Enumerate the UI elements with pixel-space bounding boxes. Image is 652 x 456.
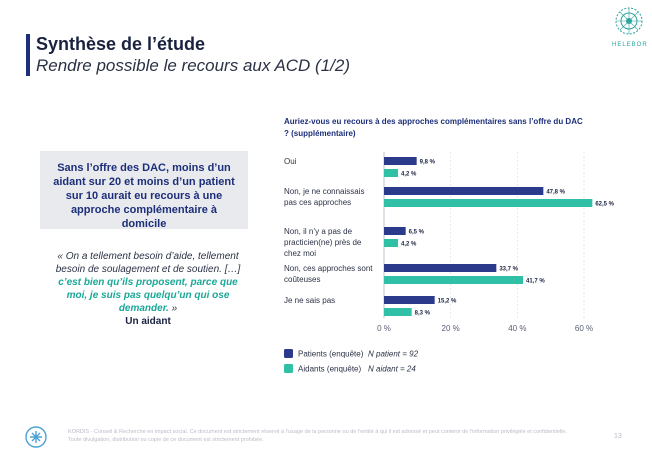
data-label: 15,2 %: [438, 299, 457, 305]
category-label: chez moi: [284, 249, 316, 258]
data-label: 62,5 %: [595, 202, 614, 208]
x-tick-label: 60 %: [575, 324, 593, 333]
slide-subtitle: Rendre possible le recours aux ACD (1/2): [36, 56, 351, 75]
quote-text: « On a tellement besoin d’aide, tellemen…: [55, 251, 241, 275]
slide-title: Synthèse de l’étude: [36, 34, 206, 54]
data-label: 41,7 %: [526, 279, 545, 285]
bar-aidants: [384, 169, 398, 177]
category-label: pas ces approches: [284, 198, 351, 207]
data-label: 33,7 %: [499, 267, 518, 273]
category-label: coûteuses: [284, 275, 320, 284]
data-label: 47,8 %: [546, 190, 565, 196]
legend-label: Patients (enquête): [298, 350, 364, 359]
bar-aidants: [384, 239, 398, 247]
quote-block: « On a tellement besoin d’aide, tellemen…: [54, 250, 242, 328]
category-label: Non, il n’y a pas de: [284, 227, 353, 236]
bar-aidants: [384, 199, 593, 207]
page-number: 13: [614, 433, 622, 440]
footer-logo-icon: [25, 426, 47, 448]
helebor-logo: HELEBOR: [612, 6, 648, 48]
bar-aidants: [384, 308, 412, 316]
x-tick-label: 0 %: [377, 324, 391, 333]
data-label: 6,5 %: [409, 230, 425, 236]
helebor-flower-icon: [615, 7, 643, 35]
data-label: 4,2 %: [401, 242, 417, 248]
bar-patients: [384, 296, 435, 304]
category-label: Non, ces approches sont: [284, 264, 373, 273]
summary-box: Sans l’offre des DAC, moins d’un aidant …: [40, 151, 248, 230]
logo-text: HELEBOR: [612, 42, 648, 48]
legend-n-label: N patient = 92: [368, 350, 419, 359]
bar-aidants: [384, 276, 523, 284]
bar-patients: [384, 187, 544, 195]
data-label: 4,2 %: [401, 172, 417, 178]
legend-label: Aidants (enquête): [298, 365, 361, 374]
category-label: Oui: [284, 157, 297, 166]
quote-highlight: c’est bien qu’ils proposent, parce que m…: [58, 277, 238, 314]
x-tick-label: 40 %: [508, 324, 526, 333]
legend-swatch: [284, 364, 293, 373]
bar-patients: [384, 264, 497, 272]
quote-author: Un aidant: [125, 316, 171, 327]
category-label: practicien(ne) près de: [284, 238, 362, 247]
title-accent-bar: [26, 34, 30, 76]
quote-close: »: [168, 303, 178, 314]
data-label: 8,3 %: [415, 311, 431, 317]
x-tick-label: 20 %: [442, 324, 460, 333]
data-label: 9,8 %: [420, 160, 436, 166]
bar-patients: [384, 227, 406, 235]
chart-title: Auriez-vous eu recours à des approches c…: [284, 117, 583, 138]
footer-disclaimer: KORDIS - Conseil & Recherche en impact s…: [68, 429, 567, 443]
category-label: Je ne sais pas: [284, 296, 335, 305]
legend-swatch: [284, 349, 293, 358]
legend-n-label: N aidant = 24: [368, 365, 416, 374]
category-label: Non, je ne connaissais: [284, 187, 365, 196]
bar-patients: [384, 157, 417, 165]
